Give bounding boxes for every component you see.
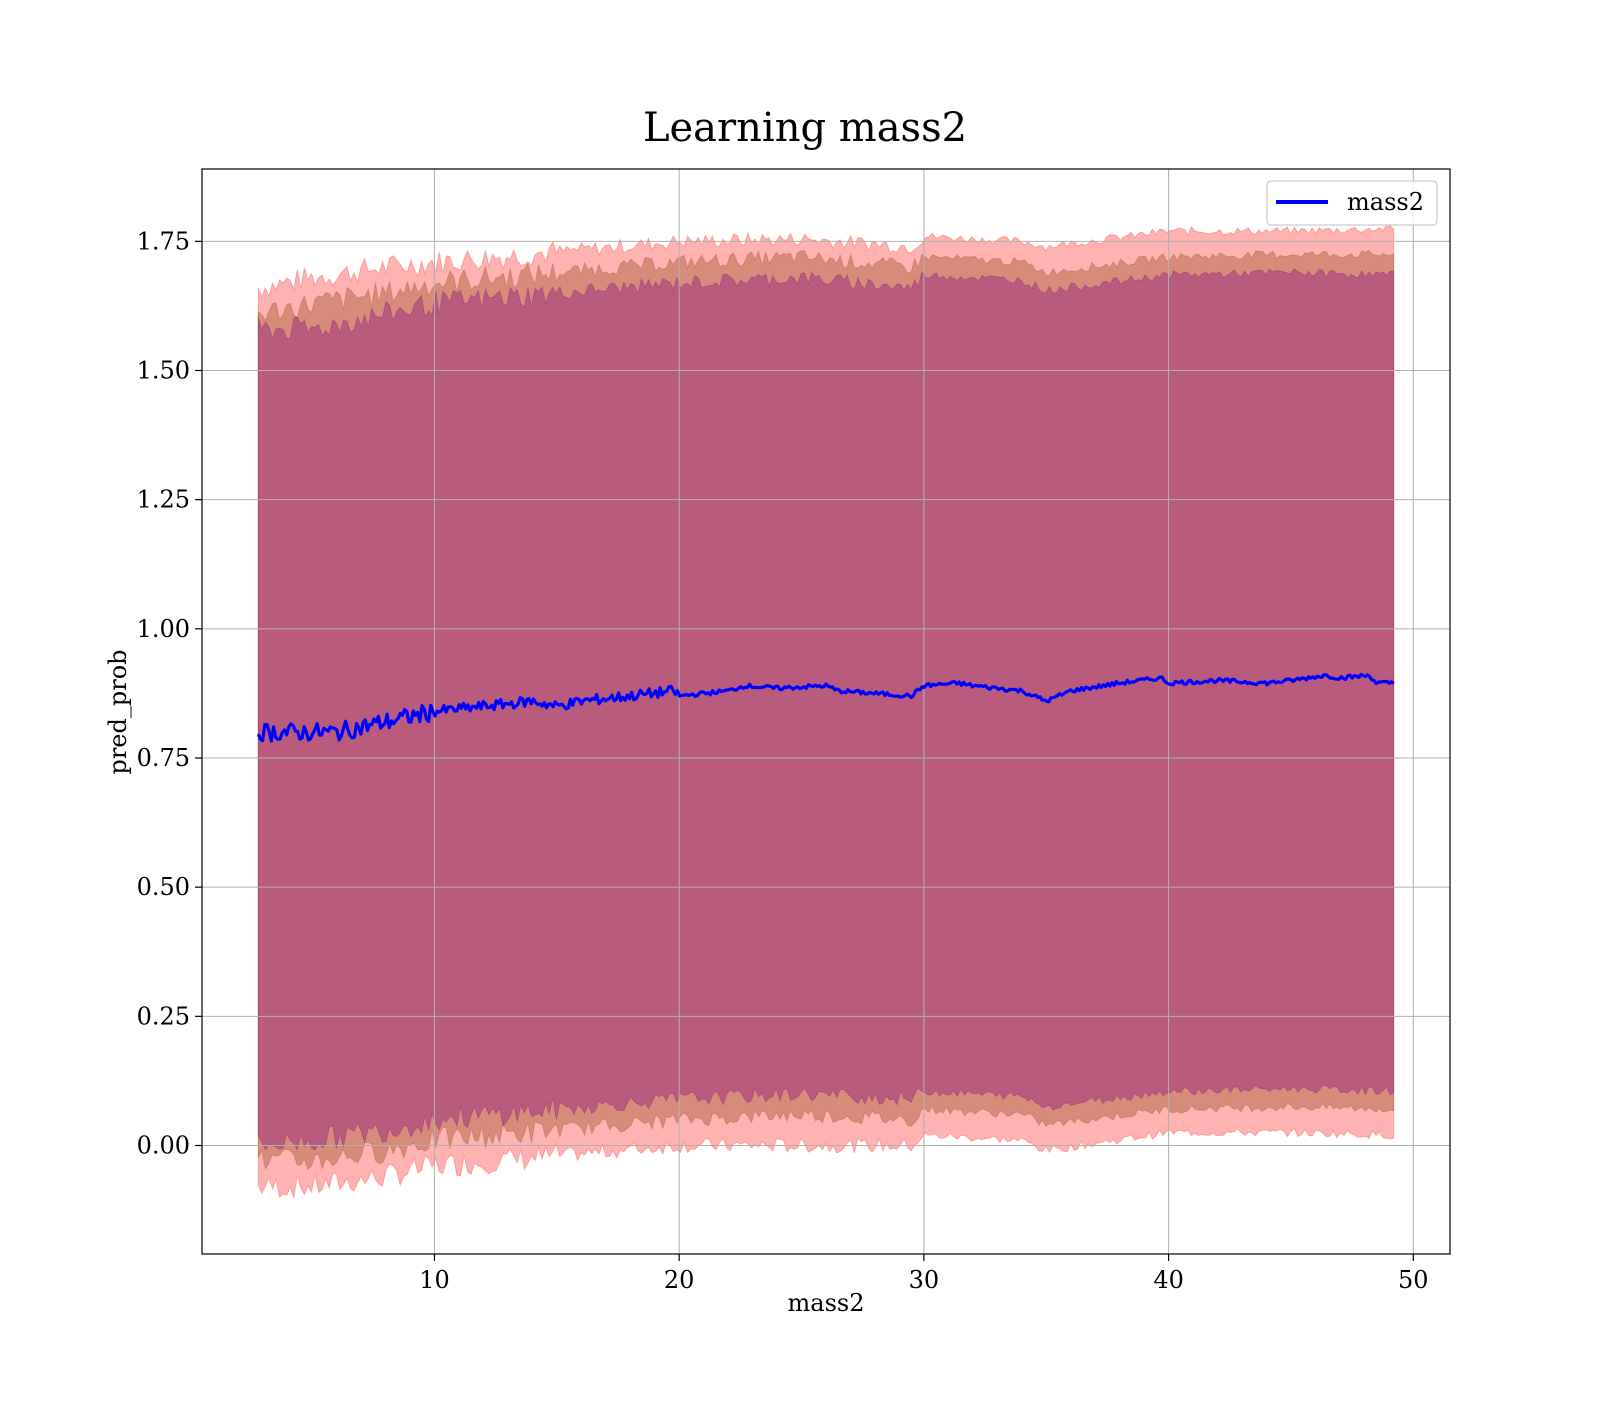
y-tick-label-0.25: 0.25 <box>137 1002 190 1030</box>
chart-title: Learning mass2 <box>643 105 967 151</box>
series-lines <box>256 672 1395 743</box>
y-tick-label-1.50: 1.50 <box>137 357 190 385</box>
y-tick-label-0.75: 0.75 <box>137 744 190 772</box>
x-axis-ticks: 10 20 30 40 50 <box>419 1254 1429 1294</box>
legend: mass2 <box>1266 180 1438 226</box>
y-axis-label: pred_prob <box>104 649 132 774</box>
x-tick-label-30: 30 <box>909 1266 940 1294</box>
y-axis-ticks: 0.00 0.25 0.50 0.75 1.00 1.25 1.50 1.75 <box>137 227 202 1160</box>
y-tick-label-0.50: 0.50 <box>137 873 190 901</box>
legend-box <box>1266 180 1438 226</box>
band-outer <box>257 224 1395 1199</box>
grid-lines <box>202 169 1450 1254</box>
x-tick-label-10: 10 <box>419 1266 450 1294</box>
y-tick-label-1.25: 1.25 <box>137 486 190 514</box>
band-inner <box>257 267 1395 1152</box>
plot-area-frame <box>201 168 1451 1255</box>
x-tick-label-40: 40 <box>1153 1266 1184 1294</box>
x-tick-label-50: 50 <box>1398 1266 1429 1294</box>
y-tick-label-1.00: 1.00 <box>137 615 190 643</box>
band-middle <box>257 249 1395 1171</box>
series-line-mass2 <box>256 672 1395 743</box>
x-tick-label-20: 20 <box>664 1266 695 1294</box>
confidence-bands <box>257 224 1395 1199</box>
legend-label-mass2: mass2 <box>1347 188 1424 216</box>
x-axis-label: mass2 <box>788 1289 865 1317</box>
y-tick-label-0.00: 0.00 <box>137 1132 190 1160</box>
y-tick-label-1.75: 1.75 <box>137 227 190 255</box>
